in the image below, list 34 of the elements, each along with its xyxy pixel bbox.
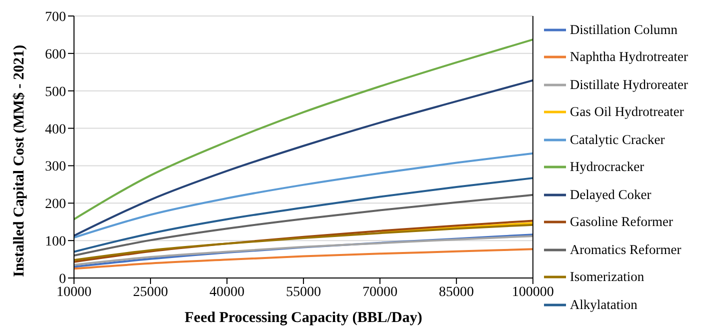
legend-label: Distillate Hydroreater (570, 76, 688, 92)
y-tick-label: 400 (45, 122, 66, 138)
line-series (74, 194, 533, 257)
legend-label: Gasoline Reformer (570, 214, 673, 230)
x-tick-label: 70000 (362, 284, 398, 300)
x-axis-title: Feed Processing Capacity (BBL/Day) (184, 310, 422, 326)
x-tick-label: 25000 (132, 284, 168, 300)
y-tick-label: 500 (45, 84, 66, 100)
legend-label: Hydrocracker (570, 159, 644, 175)
legend-label: Isomerization (570, 269, 644, 285)
y-tick-label: 700 (45, 10, 66, 25)
y-axis-title: Installed Capital Cost (MM$ - 2021) (11, 44, 28, 277)
line-series (74, 38, 533, 220)
x-tick-label: 100000 (512, 284, 554, 300)
legend-label: Alkylatation (570, 296, 638, 312)
legend-label: Naphtha Hydrotreater (570, 49, 688, 65)
x-tick-label: 10000 (56, 284, 92, 300)
legend-label: Gas Oil Hydrotreater (570, 104, 684, 120)
y-tick-label: 0 (59, 272, 66, 287)
legend-label: Distillation Column (570, 22, 678, 38)
x-tick-label: 85000 (438, 284, 474, 300)
x-tick-label: 55000 (286, 284, 321, 300)
line-series (74, 177, 533, 253)
y-tick-label: 300 (45, 160, 66, 175)
legend-label: Catalytic Cracker (570, 132, 665, 148)
legend-label: Delayed Coker (570, 186, 652, 202)
line-series (74, 79, 533, 237)
x-tick-label: 40000 (209, 284, 244, 300)
legend-label: Aromatics Reformer (570, 242, 682, 258)
y-tick-label: 100 (45, 234, 66, 250)
line-series (74, 248, 533, 270)
y-tick-label: 200 (45, 197, 66, 212)
y-tick-label: 600 (45, 47, 66, 62)
line-series (74, 152, 533, 239)
